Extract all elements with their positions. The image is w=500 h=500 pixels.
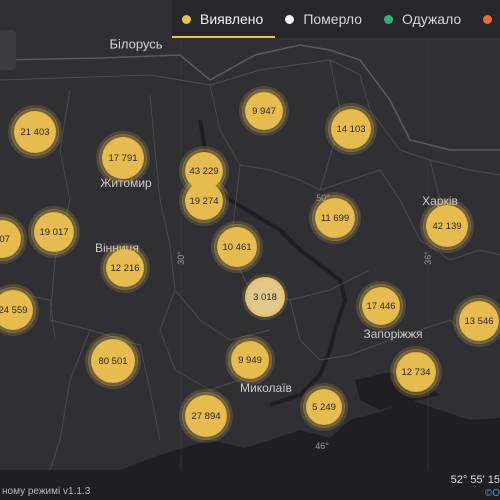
footer-version: ному режимі v1.1.3 bbox=[2, 485, 91, 497]
tab-label: Виявлено bbox=[200, 11, 264, 27]
region-bubble[interactable]: 17 791 bbox=[99, 134, 147, 182]
tab-label: Одужало bbox=[402, 11, 462, 27]
yellow-dot-icon bbox=[182, 14, 191, 24]
map-attribution-link[interactable]: ©O bbox=[484, 488, 500, 499]
country-label-belarus: Білорусь bbox=[109, 36, 163, 52]
region-bubble[interactable]: 19 017 bbox=[31, 209, 77, 255]
green-dot-icon bbox=[384, 14, 394, 24]
city-label-mykolaiv: Миколаїв bbox=[240, 381, 292, 395]
white-dot-icon bbox=[285, 14, 295, 24]
tab-recovered[interactable]: Одужало bbox=[374, 0, 473, 38]
region-bubble[interactable]: 17 446 bbox=[359, 284, 403, 328]
region-bubble[interactable]: 9 949 bbox=[228, 338, 272, 382]
tab-label: Померло bbox=[303, 11, 363, 27]
region-bubble[interactable]: 12 216 bbox=[103, 246, 147, 290]
black-sea bbox=[0, 400, 500, 500]
region-bubble[interactable]: 24 559 bbox=[0, 287, 36, 333]
meridian-label: 36° bbox=[423, 251, 433, 265]
zoom-control[interactable] bbox=[0, 30, 16, 70]
tab-detected[interactable]: Виявлено bbox=[172, 0, 276, 38]
parallel-label: 46° bbox=[315, 441, 329, 451]
tab-died[interactable]: Померло bbox=[275, 0, 374, 38]
region-bubble[interactable]: 10 461 bbox=[214, 224, 260, 270]
region-bubble[interactable]: 14 103 bbox=[328, 106, 374, 152]
region-bubble[interactable]: 42 139 bbox=[423, 202, 471, 250]
region-bubble[interactable]: 13 546 bbox=[456, 298, 500, 344]
region-bubble[interactable]: 5 249 bbox=[303, 386, 345, 428]
region-bubble[interactable]: 80 501 bbox=[88, 336, 138, 386]
region-bubble[interactable]: 27 894 bbox=[182, 392, 230, 440]
city-label-zaporizhzhia: Запоріжжя bbox=[363, 327, 423, 341]
orange-dot-icon bbox=[483, 14, 493, 24]
layer-tabs: Виявлено Померло Одужало Х bbox=[172, 0, 500, 38]
coordinates-readout: 52° 55' 15 bbox=[450, 474, 500, 486]
region-bubble[interactable]: 3 018 bbox=[245, 277, 285, 317]
region-bubble[interactable]: 21 403 bbox=[11, 108, 59, 156]
region-bubble[interactable]: 11 699 bbox=[312, 195, 358, 241]
region-bubble[interactable]: 19 274 bbox=[182, 179, 226, 223]
region-bubble[interactable]: 9 947 bbox=[242, 89, 286, 133]
tab-other[interactable]: Х bbox=[473, 0, 500, 38]
region-bubble[interactable]: 12 734 bbox=[393, 349, 439, 395]
country-border bbox=[0, 44, 500, 151]
meridian-label: 30° bbox=[176, 251, 186, 265]
